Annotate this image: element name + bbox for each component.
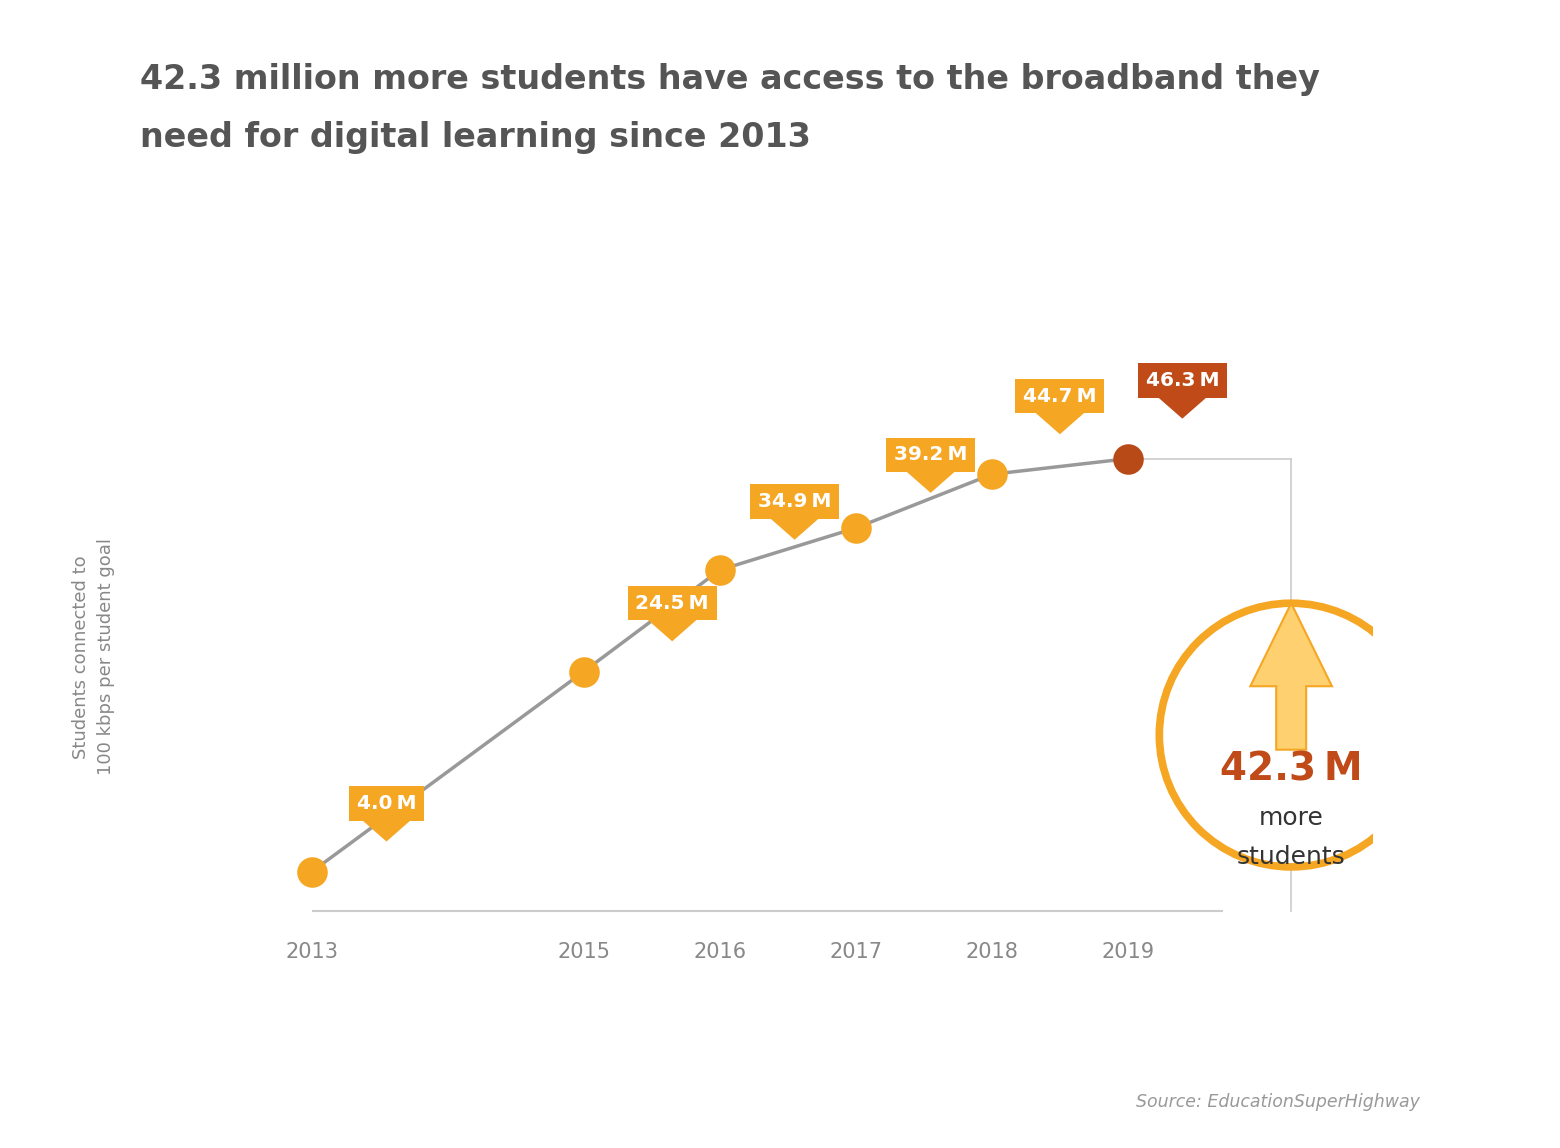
Polygon shape <box>1158 397 1207 419</box>
Polygon shape <box>647 620 697 642</box>
Text: 2015: 2015 <box>557 943 610 962</box>
Text: 2019: 2019 <box>1101 943 1154 962</box>
Text: 2016: 2016 <box>693 943 746 962</box>
Polygon shape <box>1036 413 1084 434</box>
Text: 39.2 M: 39.2 M <box>894 445 967 464</box>
Polygon shape <box>362 820 410 841</box>
Text: 2013: 2013 <box>285 943 339 962</box>
Text: 4.0 M: 4.0 M <box>357 794 417 813</box>
Text: Students connected to
100 kbps per student goal: Students connected to 100 kbps per stude… <box>72 538 115 775</box>
Text: Source: EducationSuperHighway: Source: EducationSuperHighway <box>1136 1093 1420 1111</box>
Text: more: more <box>1259 806 1323 830</box>
Text: 42.3 M: 42.3 M <box>1220 751 1362 789</box>
Text: students: students <box>1237 845 1346 869</box>
Text: 2017: 2017 <box>830 943 883 962</box>
Text: 42.3 million more students have access to the broadband they: 42.3 million more students have access t… <box>140 63 1320 96</box>
Ellipse shape <box>1159 603 1423 867</box>
Polygon shape <box>1251 603 1332 750</box>
Text: need for digital learning since 2013: need for digital learning since 2013 <box>140 121 811 154</box>
Text: 44.7 M: 44.7 M <box>1023 387 1097 405</box>
Polygon shape <box>906 472 955 492</box>
Text: 2018: 2018 <box>966 943 1019 962</box>
Text: 34.9 M: 34.9 M <box>758 492 831 511</box>
Polygon shape <box>771 518 819 540</box>
Text: 46.3 M: 46.3 M <box>1145 371 1220 390</box>
Text: 24.5 M: 24.5 M <box>635 594 708 613</box>
